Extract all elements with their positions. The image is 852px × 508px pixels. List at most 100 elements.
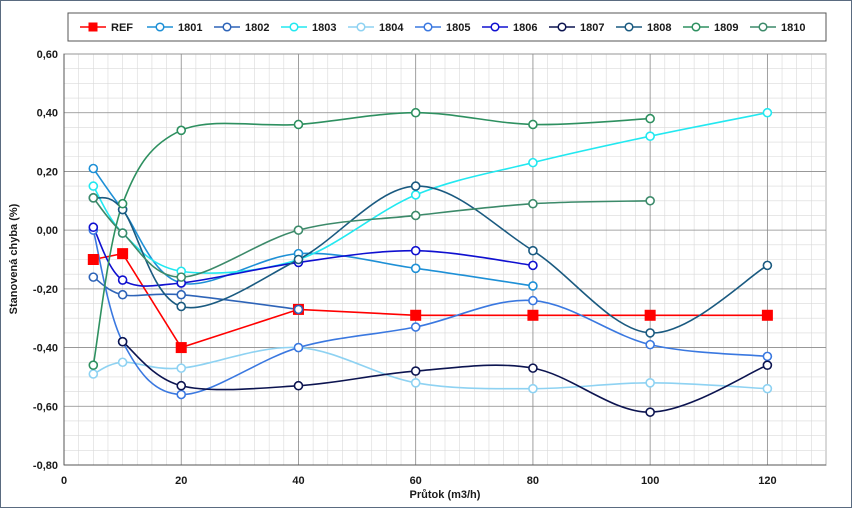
- data-point-1803: [645, 131, 655, 141]
- data-point-1804: [410, 377, 421, 388]
- legend-label: 1807: [580, 22, 604, 34]
- data-point-1807: [293, 380, 304, 391]
- data-point-REF: [117, 248, 129, 260]
- data-point-1808: [645, 328, 655, 338]
- data-point-1806: [117, 275, 128, 285]
- legend-swatch-marker: [557, 22, 567, 32]
- data-point-1808: [762, 260, 773, 271]
- legend-label: 1804: [379, 22, 404, 34]
- legend-swatch-marker: [289, 22, 299, 32]
- data-point-1807: [645, 407, 655, 417]
- data-point-1803: [762, 107, 773, 118]
- data-point-1810: [117, 228, 128, 238]
- x-tick-label: 120: [758, 475, 776, 487]
- legend-label: 1808: [647, 22, 671, 34]
- data-point-1807: [176, 380, 187, 391]
- data-point-1801: [410, 263, 421, 274]
- series-markers: [87, 107, 773, 417]
- y-tick-label: 0,00: [37, 225, 58, 237]
- legend-swatch-marker: [423, 22, 433, 32]
- data-point-1805: [410, 322, 421, 332]
- data-point-1804: [88, 369, 99, 379]
- y-tick-label: 0,60: [37, 49, 58, 61]
- data-point-REF: [175, 342, 187, 354]
- data-point-1810: [88, 193, 99, 203]
- data-point-1806: [410, 245, 421, 256]
- data-point-1809: [176, 125, 187, 136]
- x-tick-label: 80: [527, 475, 539, 487]
- data-point-1809: [528, 119, 538, 130]
- data-point-1802: [293, 304, 304, 315]
- x-axis-title: Průtok (m3/h): [410, 489, 481, 501]
- legend-swatch-marker: [490, 22, 500, 32]
- data-point-1801: [88, 163, 99, 174]
- data-point-1804: [762, 383, 773, 394]
- data-point-1804: [645, 377, 655, 388]
- legend-swatch-marker: [691, 22, 701, 32]
- legend: REF 1801 1802 1803 1804 1805 1806 1807 1808 1809 1…: [67, 12, 827, 42]
- x-tick-label: 20: [175, 475, 187, 487]
- data-point-1806: [88, 222, 99, 233]
- x-tick-label: 60: [410, 475, 422, 487]
- data-point-1810: [176, 272, 187, 282]
- data-point-1809: [117, 198, 128, 209]
- grid: [63, 53, 827, 466]
- data-point-1803: [410, 190, 421, 200]
- data-point-1806: [528, 260, 538, 271]
- data-point-1808: [528, 245, 538, 256]
- data-point-1808: [293, 254, 304, 265]
- legend-swatch-marker: [624, 22, 634, 32]
- data-point-1809: [645, 113, 655, 124]
- legend-label: 1806: [513, 22, 537, 34]
- legend-swatch-marker: [222, 22, 232, 32]
- data-point-1807: [117, 336, 128, 347]
- data-point-1807: [410, 366, 421, 376]
- legend-swatch-marker: [356, 22, 366, 32]
- data-point-1808: [176, 301, 187, 312]
- data-point-1805: [762, 351, 773, 362]
- data-point-1803: [528, 157, 538, 168]
- series-line-1802: [92, 276, 299, 311]
- data-point-1805: [176, 389, 187, 400]
- data-point-1804: [528, 383, 538, 394]
- data-point-1802: [117, 289, 128, 300]
- legend-swatch-marker: [758, 22, 768, 32]
- legend-label: REF: [111, 22, 133, 34]
- data-point-REF: [410, 309, 422, 321]
- data-point-1809: [410, 107, 421, 118]
- data-point-1802: [176, 289, 187, 300]
- legend-label: 1805: [446, 22, 470, 34]
- data-point-1804: [176, 363, 187, 373]
- data-point-1805: [528, 295, 538, 306]
- series-line-REF: [93, 252, 768, 349]
- x-tick-label: 40: [292, 475, 304, 487]
- y-axis-title: Stanovená chyba (%): [8, 203, 20, 314]
- legend-label: 1809: [714, 22, 738, 34]
- data-point-1801: [528, 281, 538, 291]
- legend-label: 1810: [781, 22, 805, 34]
- data-point-1810: [528, 198, 538, 209]
- data-point-1802: [88, 272, 99, 282]
- data-point-REF: [527, 309, 539, 321]
- x-tick-label: 0: [61, 475, 67, 487]
- data-point-1810: [410, 210, 421, 221]
- y-tick-label: 0,40: [37, 108, 58, 120]
- data-point-1810: [293, 225, 304, 235]
- data-point-1803: [88, 181, 99, 191]
- y-tick-label: 0,20: [37, 166, 58, 178]
- y-tick-label: -0,20: [33, 284, 58, 296]
- data-point-1805: [645, 339, 655, 350]
- legend-label: 1803: [312, 22, 336, 34]
- data-point-REF: [87, 254, 99, 265]
- data-point-1808: [410, 181, 421, 191]
- data-point-1807: [528, 363, 538, 373]
- data-point-1805: [293, 342, 304, 353]
- data-point-1810: [645, 195, 655, 206]
- legend-label: 1801: [178, 22, 202, 34]
- data-point-1807: [762, 360, 773, 370]
- data-point-1804: [117, 357, 128, 368]
- data-point-REF: [761, 309, 773, 321]
- y-tick-label: -0,40: [33, 343, 58, 355]
- series-line-1805: [92, 229, 768, 396]
